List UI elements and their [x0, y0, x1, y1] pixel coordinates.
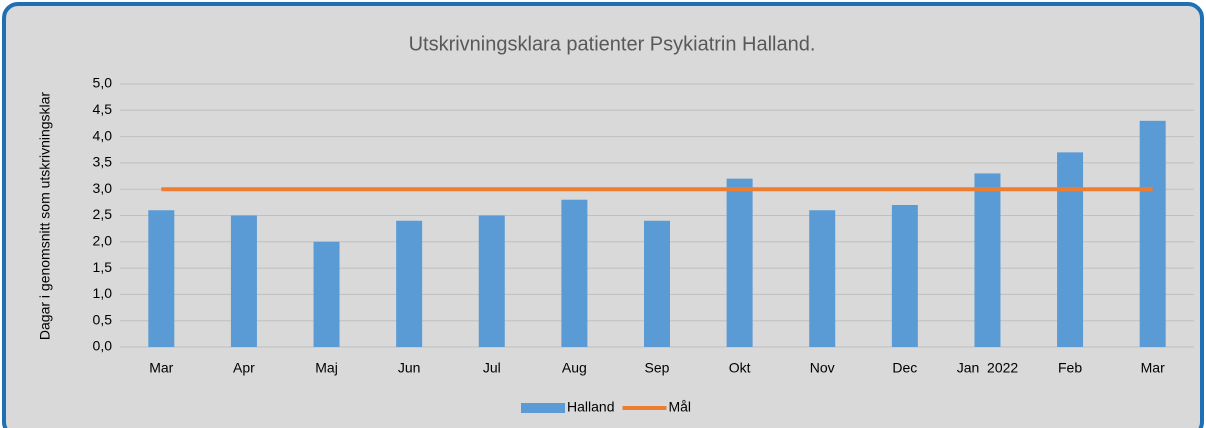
bar: [561, 199, 588, 347]
x-tick-label: Nov: [810, 360, 835, 376]
x-tick-label: Aug: [562, 360, 587, 376]
x-tick-label: Jul: [483, 360, 501, 376]
chart-title: Utskrivningsklara patienter Psykiatrin H…: [409, 33, 816, 55]
bar: [891, 204, 918, 347]
x-tick-label: Mar: [1141, 360, 1165, 376]
legend-label: Mål: [668, 399, 691, 415]
y-tick-label: 0,5: [93, 311, 113, 327]
x-tick-label: Maj: [315, 360, 338, 376]
y-tick-label: 2,5: [93, 206, 113, 222]
bar: [478, 215, 505, 347]
bar: [726, 178, 753, 347]
x-tick-label: Apr: [233, 360, 255, 376]
legend-label: Halland: [567, 399, 614, 415]
y-tick-label: 1,0: [93, 285, 113, 301]
x-tick-label: Dec: [892, 360, 917, 376]
y-tick-label: 0,0: [93, 338, 113, 354]
bar: [644, 220, 670, 347]
y-tick-label: 4,5: [93, 101, 113, 117]
x-tick-label: Mar: [149, 360, 173, 376]
y-tick-label: 3,5: [93, 154, 113, 170]
x-tick-label: Sep: [645, 360, 670, 376]
x-tick-label: Okt: [729, 360, 751, 376]
x-tick-label: Jun: [398, 360, 421, 376]
bar: [396, 220, 423, 347]
bar: [230, 215, 257, 347]
y-axis-label: Dagar i genomsnitt som utskrivningsklar: [37, 92, 53, 341]
bar: [313, 241, 340, 347]
x-tick-label: Feb: [1058, 360, 1082, 376]
bar: [974, 173, 1001, 347]
legend-swatch: [521, 403, 565, 413]
bar: [148, 210, 175, 347]
y-tick-label: 3,0: [93, 180, 113, 196]
x-tick-label: Jan 2022: [957, 360, 1019, 376]
y-tick-label: 4,0: [93, 127, 113, 143]
bar: [1139, 120, 1166, 347]
bar: [1057, 152, 1084, 347]
bar: [809, 210, 836, 347]
y-tick-label: 5,0: [93, 75, 113, 91]
y-tick-label: 1,5: [93, 259, 113, 275]
y-tick-label: 2,0: [93, 233, 113, 249]
